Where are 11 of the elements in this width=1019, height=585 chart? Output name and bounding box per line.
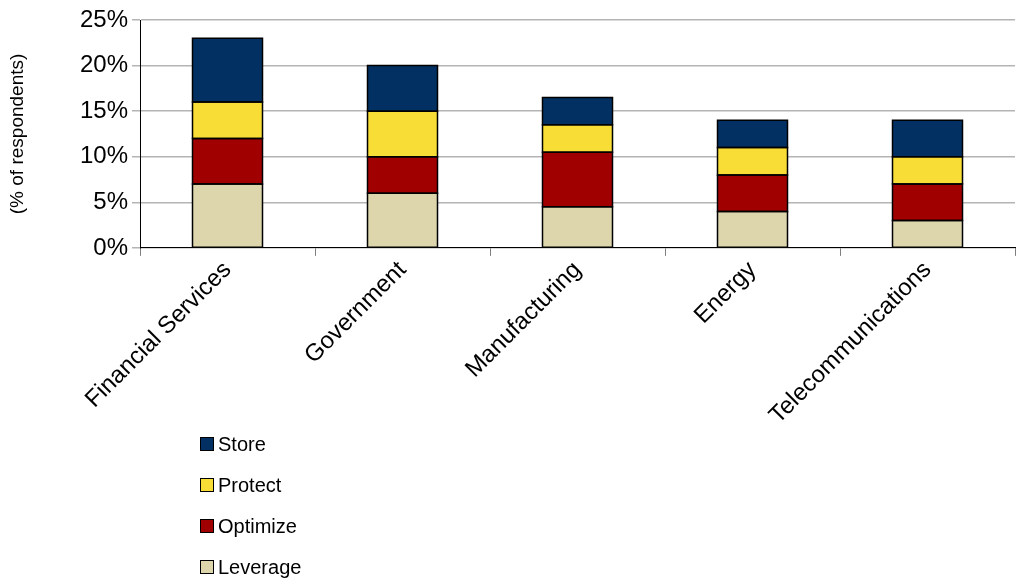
legend-label: Store bbox=[218, 432, 266, 456]
y-axis-title: (% of respondents) bbox=[5, 53, 27, 215]
legend-label: Optimize bbox=[218, 514, 297, 538]
y-tick-label: 20% bbox=[79, 50, 128, 78]
y-tick-label: 10% bbox=[79, 141, 128, 169]
y-tick-label: 5% bbox=[93, 186, 128, 214]
y-tick-label: 0% bbox=[93, 232, 128, 260]
y-tick-label: 25% bbox=[79, 4, 128, 32]
legend-label: Protect bbox=[218, 473, 282, 497]
y-tick-label: 15% bbox=[79, 95, 128, 123]
legend-label: Leverage bbox=[218, 555, 302, 579]
